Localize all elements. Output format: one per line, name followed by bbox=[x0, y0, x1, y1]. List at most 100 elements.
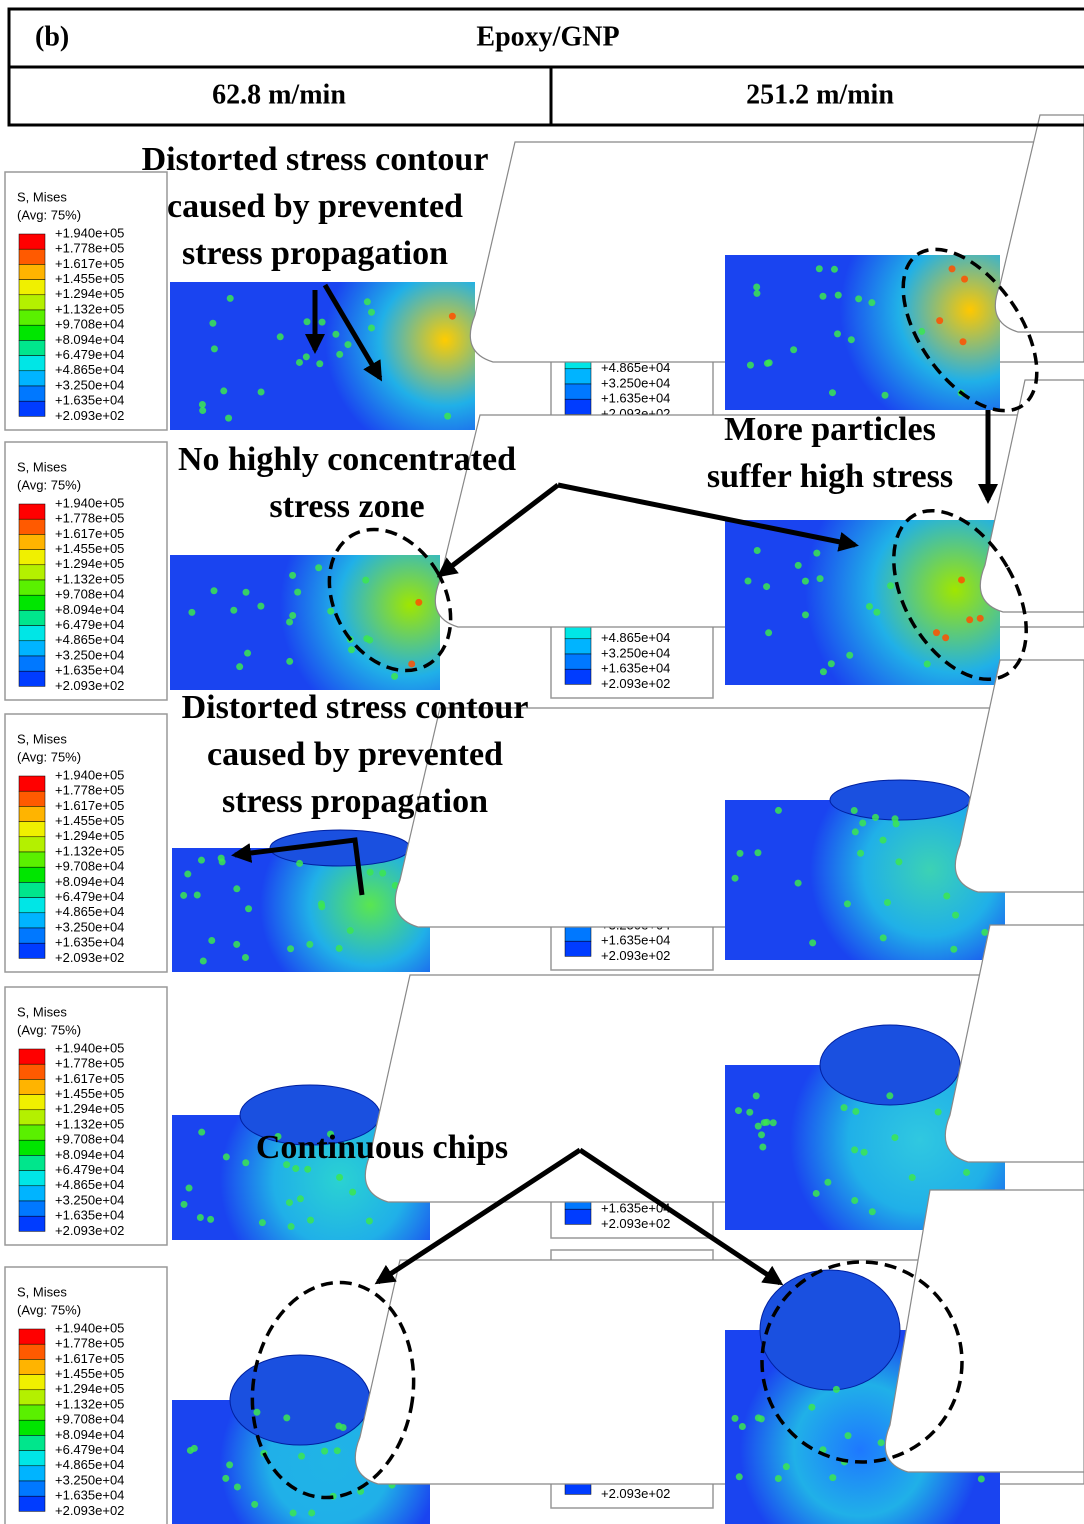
annotation: suffer high stress bbox=[707, 458, 953, 495]
particle bbox=[366, 868, 374, 876]
legend-level: +2.093e+02 bbox=[55, 408, 124, 423]
legend-level: +8.094e+04 bbox=[55, 1427, 124, 1442]
particle bbox=[865, 602, 873, 610]
legend-swatch bbox=[18, 1139, 46, 1156]
legend-title: S, Mises bbox=[17, 1284, 67, 1299]
annotation: caused by prevented bbox=[167, 188, 463, 225]
particle bbox=[304, 1165, 312, 1173]
legend-swatch bbox=[18, 309, 46, 326]
particle bbox=[306, 1216, 314, 1224]
legend-level: +1.778e+05 bbox=[55, 511, 124, 526]
overlay: Distorted stress contour caused by preven… bbox=[142, 141, 1039, 1500]
arrow bbox=[322, 283, 383, 382]
legend-swatch bbox=[18, 821, 46, 838]
legend-level: +3.250e+04 bbox=[55, 647, 124, 662]
particle bbox=[855, 295, 863, 303]
legend-swatch bbox=[18, 549, 46, 566]
annotation: stress propagation bbox=[222, 783, 488, 820]
legend-swatch bbox=[18, 594, 46, 611]
legend-level: +2.093e+02 bbox=[55, 1503, 124, 1518]
legend-swatch bbox=[564, 940, 592, 957]
legend-swatch bbox=[18, 1480, 46, 1497]
particle bbox=[754, 1414, 762, 1422]
legend-level: +3.250e+04 bbox=[55, 377, 124, 392]
legend-level: +9.708e+04 bbox=[55, 1132, 124, 1147]
header-table bbox=[7, 7, 1084, 127]
chip bbox=[759, 1269, 901, 1391]
particle bbox=[222, 1474, 230, 1482]
legend-level: +1.778e+05 bbox=[55, 1056, 124, 1071]
arrow bbox=[231, 837, 365, 896]
legend-swatch bbox=[18, 775, 46, 792]
legend-swatch bbox=[18, 851, 46, 868]
legend-swatch bbox=[18, 264, 46, 280]
annotation: Distorted stress contour bbox=[182, 689, 529, 726]
legend-level: +1.132e+05 bbox=[55, 571, 124, 586]
particle bbox=[731, 874, 739, 882]
particle bbox=[819, 668, 827, 676]
particle bbox=[242, 588, 250, 596]
legend-level: +6.479e+04 bbox=[55, 1442, 124, 1457]
legend-level: +2.093e+02 bbox=[55, 678, 124, 693]
particle bbox=[950, 945, 958, 953]
particle bbox=[276, 333, 284, 341]
legend-level: +1.294e+05 bbox=[55, 556, 124, 571]
particle bbox=[844, 1432, 852, 1440]
legend-level: +4.865e+04 bbox=[601, 630, 670, 645]
particle bbox=[332, 330, 340, 338]
legend-swatch bbox=[18, 640, 46, 657]
particle bbox=[879, 836, 887, 844]
particle bbox=[881, 391, 889, 399]
arrow bbox=[578, 1147, 784, 1286]
legend-swatch bbox=[18, 518, 46, 535]
legend-swatch bbox=[18, 1215, 46, 1232]
legend-swatch bbox=[18, 942, 46, 959]
particle bbox=[197, 856, 205, 864]
tool bbox=[979, 379, 1084, 613]
chip bbox=[829, 779, 971, 821]
legend-level: +1.635e+04 bbox=[55, 663, 124, 678]
particle bbox=[868, 1208, 876, 1216]
legend-swatch bbox=[18, 248, 46, 265]
particle bbox=[258, 1219, 266, 1227]
legend-level: +9.708e+04 bbox=[55, 859, 124, 874]
particle bbox=[852, 1107, 860, 1115]
particle bbox=[236, 663, 244, 671]
legend-level: +9.708e+04 bbox=[55, 317, 124, 332]
legend-level: +1.617e+05 bbox=[55, 1071, 124, 1086]
particle bbox=[316, 360, 324, 368]
legend-level: +1.455e+05 bbox=[55, 271, 124, 286]
legend-level: +2.093e+02 bbox=[55, 950, 124, 965]
particle bbox=[209, 319, 217, 327]
column-header: 62.8 m/min bbox=[212, 79, 346, 110]
particle bbox=[834, 291, 842, 299]
legend-level: +3.250e+04 bbox=[55, 919, 124, 934]
particle bbox=[752, 1092, 760, 1100]
particle bbox=[948, 265, 956, 273]
particle bbox=[180, 891, 188, 899]
particle bbox=[891, 815, 899, 823]
legend: S, Mises(Avg: 75%)+1.940e+05+1.778e+05+1… bbox=[4, 441, 168, 701]
legend-level: +1.455e+05 bbox=[55, 1366, 124, 1381]
legend-swatch bbox=[18, 912, 46, 929]
particle bbox=[873, 608, 881, 616]
legend-level: +1.940e+05 bbox=[55, 1320, 124, 1335]
particle bbox=[843, 900, 851, 908]
particle bbox=[185, 1184, 193, 1192]
particle bbox=[327, 607, 335, 615]
particle bbox=[318, 318, 326, 326]
legend-swatch bbox=[18, 1343, 46, 1360]
legend-level: +9.708e+04 bbox=[55, 1412, 124, 1427]
particle bbox=[286, 618, 294, 626]
legend-swatch bbox=[18, 503, 46, 520]
legend-swatch bbox=[18, 1048, 46, 1065]
annotation: No highly concentrated bbox=[178, 441, 516, 478]
particle bbox=[859, 819, 867, 827]
legend-level: +8.094e+04 bbox=[55, 602, 124, 617]
arrow bbox=[557, 482, 859, 552]
workpiece bbox=[725, 800, 1005, 960]
particle bbox=[367, 324, 375, 332]
legend-swatch bbox=[18, 1495, 46, 1512]
legend: S, Mises(Avg: 75%)+1.940e+05+1.778e+05+1… bbox=[4, 171, 168, 431]
